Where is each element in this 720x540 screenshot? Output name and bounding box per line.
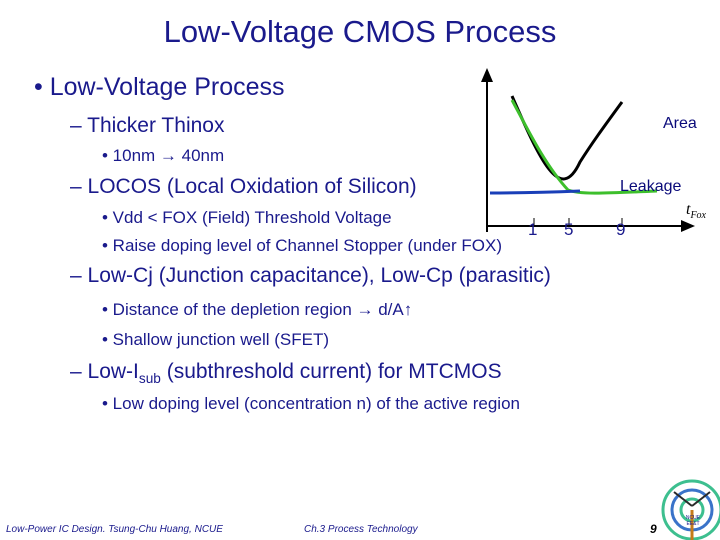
item-thinox: – Thicker Thinox	[70, 114, 225, 137]
logo-text: NCUE EE&T	[685, 515, 701, 527]
item-low-isub-prefix: – Low-I	[70, 360, 139, 383]
page-number: 9	[650, 522, 657, 536]
leakage-tail	[489, 189, 581, 195]
item-low-cj: – Low-Cj (Junction capacitance), Low-Cp …	[70, 264, 551, 287]
item-low-isub-sub: sub	[138, 371, 161, 387]
area-curve	[510, 95, 624, 181]
subitem-thinox-1: • 10nm → 40nm	[102, 146, 225, 165]
tick-label-9: 9	[616, 220, 626, 239]
subitem-isub-1: • Low doping level (concentration n) of …	[102, 394, 520, 413]
footer-center: Ch.3 Process Technology	[304, 524, 418, 535]
tick-label-1: 1	[528, 220, 538, 239]
subitem-locos-2: • Raise doping level of Channel Stopper …	[102, 236, 503, 255]
item-low-isub-suffix: (subthreshold current) for MTCMOS	[160, 360, 502, 383]
x-axis-label-main: t	[686, 201, 691, 218]
subitem-cj-1: • Distance of the depletion region → d/A…	[102, 300, 413, 319]
area-label: Area	[663, 115, 697, 132]
subitem-cj-2: • Shallow junction well (SFET)	[102, 330, 330, 349]
subitem-locos-1: • Vdd < FOX (Field) Threshold Voltage	[102, 208, 392, 227]
x-axis-arrow	[681, 220, 695, 232]
item-low-isub: – Low-Isub (subthreshold current) for MT…	[70, 360, 502, 386]
y-axis-arrow	[481, 68, 493, 82]
page-title: Low-Voltage CMOS Process	[163, 14, 557, 49]
x-axis-label: tFox	[686, 201, 706, 221]
item-locos: – LOCOS (Local Oxidation of Silicon)	[70, 175, 417, 198]
x-axis-label-sub: Fox	[690, 210, 706, 222]
tick-label-5: 5	[564, 220, 574, 239]
leakage-label: Leakage	[620, 178, 682, 195]
footer-left: Low-Power IC Design. Tsung-Chu Huang, NC…	[6, 524, 223, 535]
main-bullet: • Low-Voltage Process	[34, 73, 285, 101]
